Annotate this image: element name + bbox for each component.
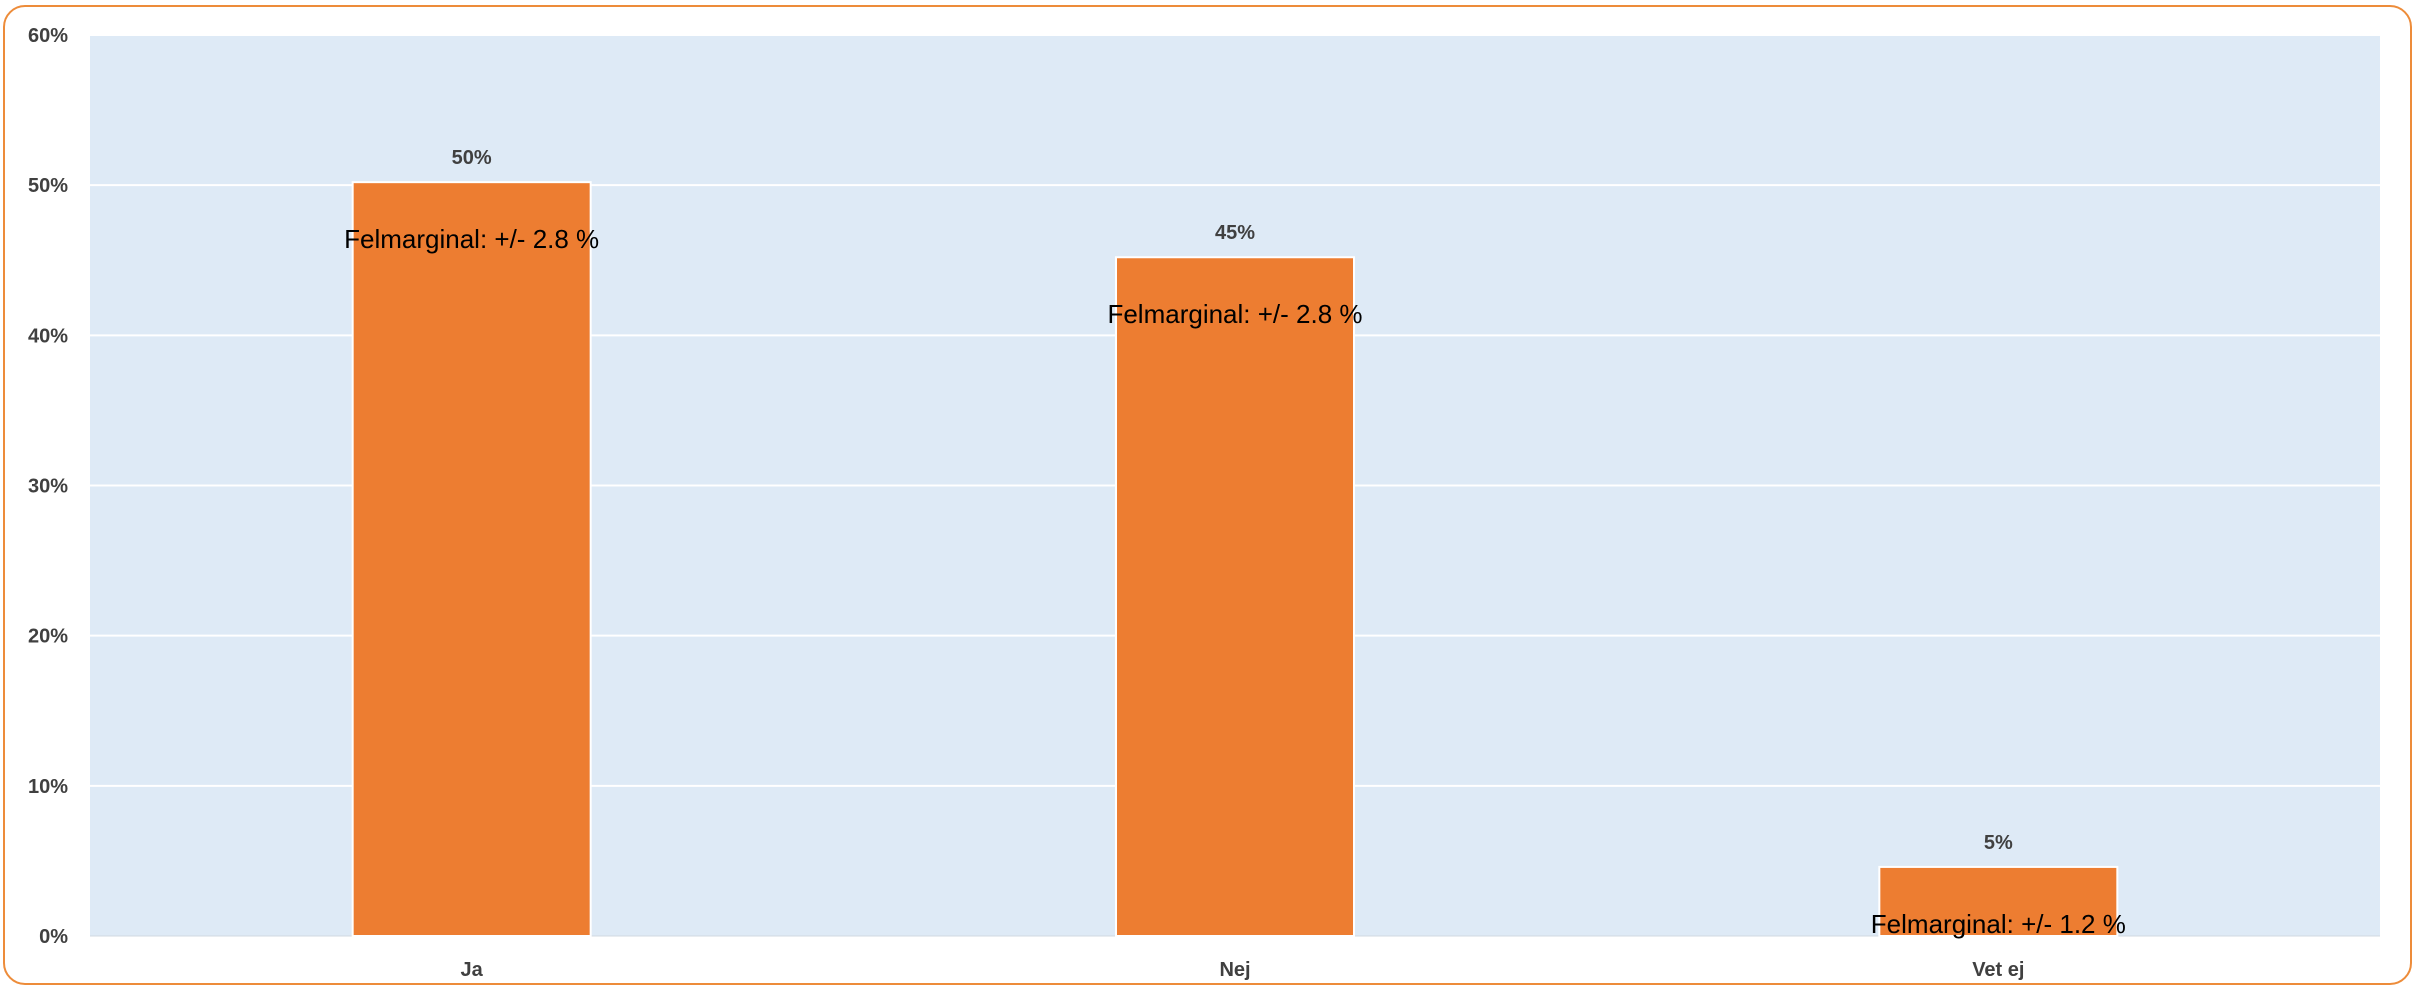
data-label: 45% [1215, 222, 1255, 244]
y-tick-label: 20% [28, 626, 68, 648]
data-label: 50% [452, 147, 492, 169]
y-tick-label: 30% [28, 476, 68, 498]
bar-ja [351, 181, 592, 937]
y-tick-label: 40% [28, 325, 68, 347]
error-margin-annotation: Felmarginal: +/- 2.8 % [344, 224, 599, 254]
y-tick-label: 50% [28, 175, 68, 197]
y-tick-label: 0% [39, 926, 68, 948]
x-tick-label: Nej [1219, 959, 1250, 981]
y-tick-label: 60% [28, 25, 68, 47]
x-tick-label: Ja [461, 959, 484, 981]
y-tick-label: 10% [28, 776, 68, 798]
x-axis: Ja Nej Vet ej [461, 959, 2025, 981]
error-margin-annotation: Felmarginal: +/- 2.8 % [1107, 299, 1362, 329]
data-label: 5% [1984, 832, 2013, 854]
bar-nej [1115, 256, 1355, 938]
bar-vet-ej [1878, 865, 2119, 938]
bars: 50% Felmarginal: +/- 2.8 % 45% Felmarginal:… [344, 147, 2126, 939]
error-margin-annotation: Felmarginal: +/- 1.2 % [1871, 909, 2126, 939]
x-tick-label: Vet ej [1972, 959, 2024, 981]
